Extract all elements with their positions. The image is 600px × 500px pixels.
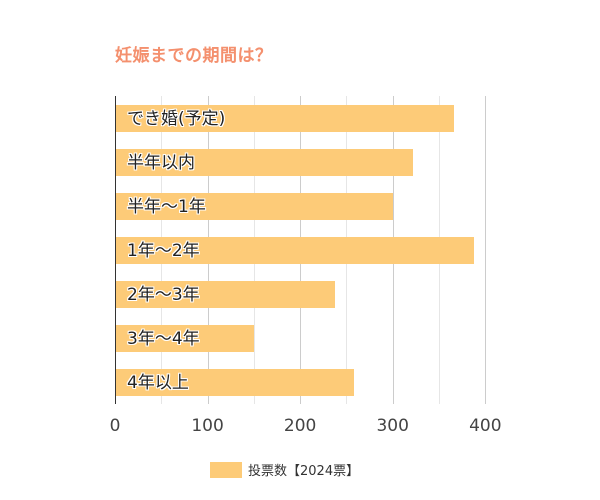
bar[interactable]: 1年～2年 xyxy=(115,237,475,264)
x-tick-label: 0 xyxy=(109,416,121,436)
legend-swatch xyxy=(210,461,242,478)
legend[interactable]: 投票数【2024票】 xyxy=(210,460,359,479)
x-tick-label: 300 xyxy=(376,416,409,436)
plot-area: でき婚(予定) 半年以内半年～1年 1年～2年 2年～3年 3年～4年 4年以上 xyxy=(115,96,495,404)
bar[interactable]: 4年以上 xyxy=(115,369,354,396)
gridline xyxy=(485,96,487,404)
x-tick-label: 200 xyxy=(283,416,317,436)
x-tick-label: 100 xyxy=(191,416,224,436)
bar-label: 半年以内 xyxy=(127,153,195,173)
bar[interactable]: 3年～4年 xyxy=(115,325,254,352)
legend-label: 投票数【2024票】 xyxy=(248,464,360,479)
chart-title: 妊娠までの期間は？ xyxy=(115,46,273,66)
bar[interactable]: 半年～1年 xyxy=(115,193,393,220)
bar-label: 2年～3年 xyxy=(127,285,200,305)
y-axis-line xyxy=(115,96,116,404)
bar[interactable]: でき婚(予定) xyxy=(115,105,454,132)
bar-label: 3年～4年 xyxy=(127,329,200,349)
bar[interactable]: 2年～3年 xyxy=(115,281,336,308)
bar[interactable]: 半年以内 xyxy=(115,149,414,176)
x-tick-label: 400 xyxy=(469,416,502,436)
bar-label: 半年～1年 xyxy=(127,197,206,217)
bar-label: でき婚(予定) xyxy=(127,109,226,129)
bar-label: 4年以上 xyxy=(127,373,189,393)
bar-label: 1年～2年 xyxy=(127,241,200,261)
